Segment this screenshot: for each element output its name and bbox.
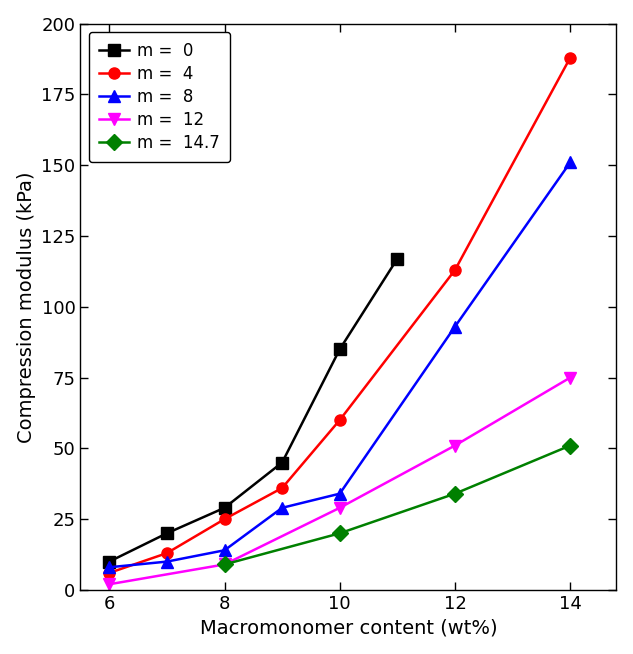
m =  4 xyxy=(221,515,229,523)
m =  14.7 xyxy=(336,529,344,537)
m =  14.7 xyxy=(451,490,459,498)
m =  12 xyxy=(336,504,344,511)
m =  8 xyxy=(279,504,286,511)
m =  0 xyxy=(163,529,171,537)
m =  12 xyxy=(567,373,574,381)
m =  0 xyxy=(394,255,401,263)
Legend: m =  0, m =  4, m =  8, m =  12, m =  14.7: m = 0, m = 4, m = 8, m = 12, m = 14.7 xyxy=(89,32,230,162)
m =  12 xyxy=(451,441,459,449)
m =  14.7 xyxy=(221,560,229,568)
m =  4 xyxy=(567,54,574,61)
m =  4 xyxy=(279,484,286,492)
m =  8 xyxy=(221,546,229,554)
Y-axis label: Compression modulus (kPa): Compression modulus (kPa) xyxy=(16,171,35,443)
m =  4 xyxy=(163,549,171,557)
Line: m =  12: m = 12 xyxy=(104,372,576,590)
m =  8 xyxy=(567,158,574,166)
Line: m =  14.7: m = 14.7 xyxy=(219,440,576,570)
m =  0 xyxy=(279,458,286,466)
m =  8 xyxy=(163,558,171,566)
m =  4 xyxy=(451,266,459,274)
m =  4 xyxy=(336,416,344,424)
m =  0 xyxy=(221,504,229,511)
Line: m =  8: m = 8 xyxy=(104,157,576,573)
m =  8 xyxy=(106,563,113,571)
m =  0 xyxy=(336,345,344,353)
m =  4 xyxy=(106,569,113,577)
m =  8 xyxy=(451,322,459,330)
m =  14.7 xyxy=(567,441,574,449)
X-axis label: Macromonomer content (wt%): Macromonomer content (wt%) xyxy=(199,618,497,638)
Line: m =  4: m = 4 xyxy=(104,52,576,579)
m =  8 xyxy=(336,490,344,498)
m =  0 xyxy=(106,558,113,566)
Line: m =  0: m = 0 xyxy=(104,253,403,567)
m =  12 xyxy=(221,560,229,568)
m =  12 xyxy=(106,580,113,588)
